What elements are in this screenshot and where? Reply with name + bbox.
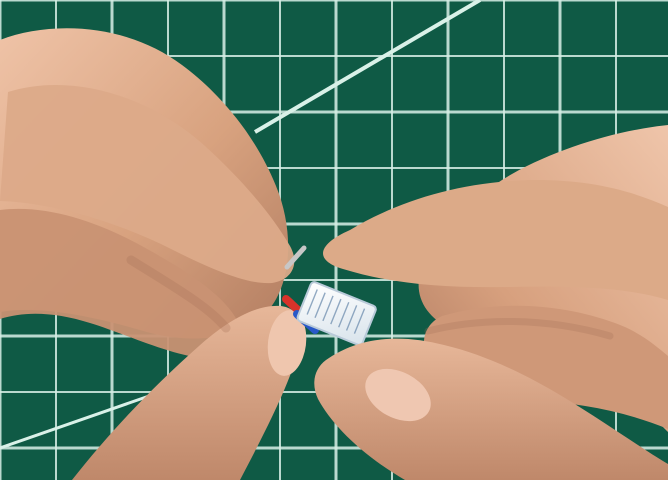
left-middle-finger [0,208,243,360]
connector-slot [338,301,350,328]
mat-diagonal-line [0,393,153,450]
left-thumb [72,305,302,480]
left-hand [0,28,307,480]
connector-slot [322,295,334,322]
left-finger-shadow [126,255,231,333]
right-middle-finger [424,305,668,429]
right-thumbnail [365,368,431,422]
connector-slot [345,305,358,331]
connector-slots [306,289,366,334]
mat-diagonal-line [253,0,482,134]
connector-slot [306,289,318,315]
left-index-finger [0,84,295,284]
connector-slot [330,298,342,325]
connector-slot [314,292,326,318]
right-finger-shadow [424,318,614,340]
metal-pin [284,245,307,270]
right-hand [314,125,668,480]
connector-assembly [282,245,377,346]
left-thumbnail [267,310,307,376]
right-index-finger [323,180,668,300]
connector-slot [353,308,366,334]
